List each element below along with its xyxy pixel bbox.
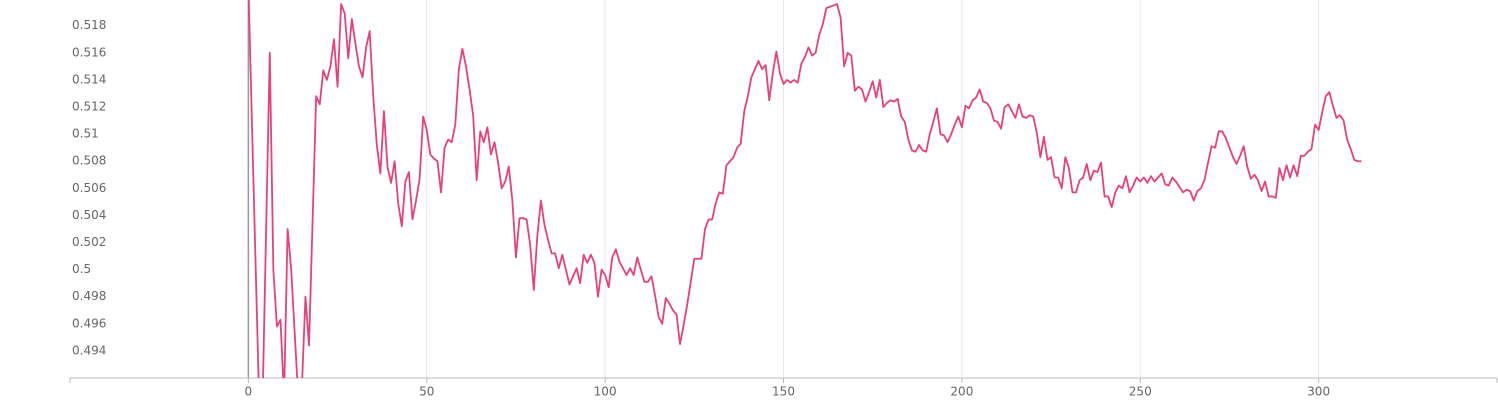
y-tick-label: 0.508 bbox=[72, 154, 106, 168]
y-tick-label: 0.516 bbox=[72, 45, 106, 59]
y-tick-label: 0.496 bbox=[72, 316, 106, 330]
y-tick-label: 0.504 bbox=[72, 208, 106, 222]
x-tick-label: 100 bbox=[594, 385, 617, 399]
line-series bbox=[247, 0, 1362, 378]
x-tick-label: 150 bbox=[772, 385, 795, 399]
x-tick-label: 250 bbox=[1129, 385, 1152, 399]
y-tick-label: 0.51 bbox=[72, 127, 99, 141]
y-tick-label: 0.502 bbox=[72, 235, 106, 249]
y-tick-label: 0.5 bbox=[72, 262, 91, 276]
x-tick-label: 0 bbox=[245, 385, 253, 399]
y-tick-label: 0.518 bbox=[72, 18, 106, 32]
x-tick-label: 50 bbox=[419, 385, 434, 399]
x-tick-label: 200 bbox=[950, 385, 973, 399]
plot-area bbox=[247, 0, 1362, 378]
y-tick-label: 0.494 bbox=[72, 343, 106, 357]
x-tick-label: 300 bbox=[1307, 385, 1330, 399]
y-tick-label: 0.498 bbox=[72, 289, 106, 303]
y-tick-label: 0.506 bbox=[72, 181, 106, 195]
y-tick-label: 0.514 bbox=[72, 72, 106, 86]
y-tick-label: 0.512 bbox=[72, 100, 106, 114]
